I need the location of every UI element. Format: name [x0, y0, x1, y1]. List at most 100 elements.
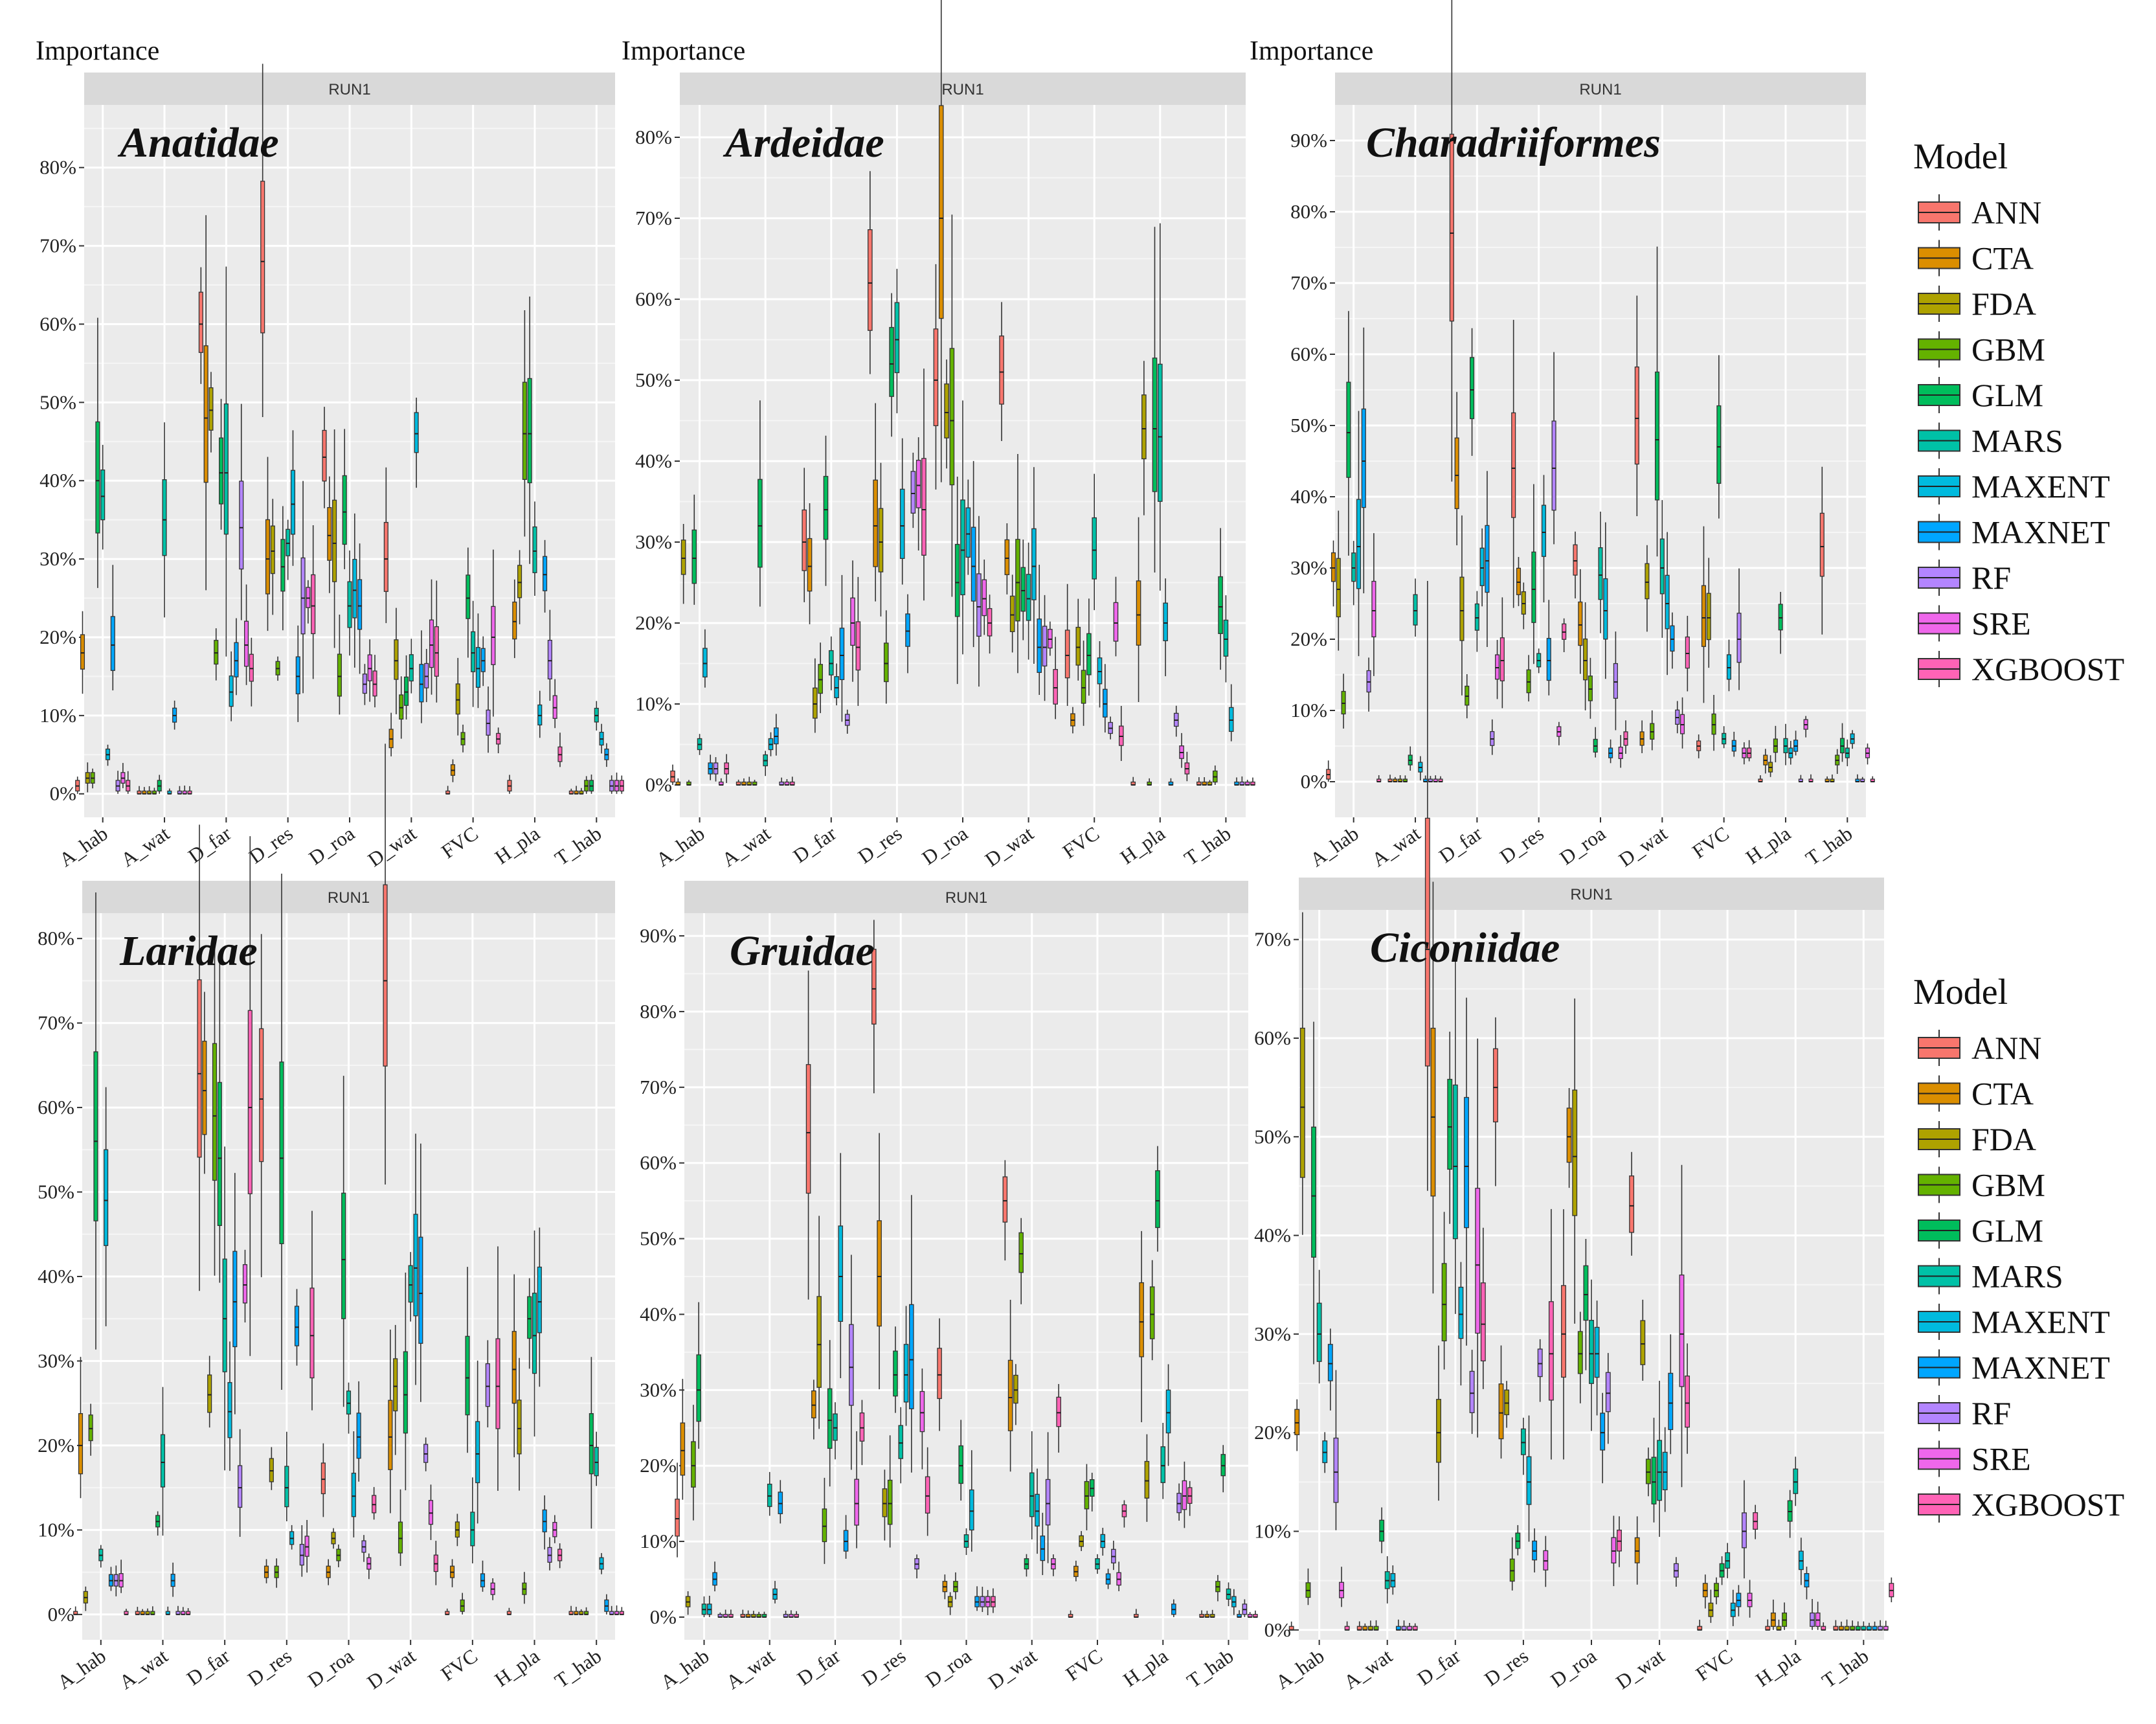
box-cta	[675, 778, 681, 786]
box-gbm	[1018, 1218, 1024, 1304]
box-sre	[1371, 533, 1376, 676]
box-mars	[347, 550, 352, 656]
box-xgboost	[124, 1609, 129, 1615]
y-tick-label: 10%	[1290, 699, 1327, 721]
box-fda	[1144, 1434, 1150, 1522]
box-body	[471, 631, 476, 672]
box-cta	[264, 1559, 269, 1583]
y-tick-label: 10%	[640, 1530, 677, 1552]
box-ann	[802, 468, 807, 602]
panel-title: Anatidae	[117, 119, 279, 166]
box-maxnet	[1546, 600, 1551, 696]
box-glm	[403, 1273, 408, 1491]
box-body	[910, 471, 916, 514]
box-maxent	[229, 651, 234, 721]
box-body	[1015, 539, 1020, 622]
box-maxnet	[170, 1562, 175, 1597]
box-xgboost	[859, 1400, 865, 1466]
box-body	[1144, 1460, 1150, 1499]
box-sre	[1433, 775, 1438, 782]
y-tick-label: 90%	[640, 924, 677, 947]
box-body	[1075, 626, 1081, 666]
box-maxent	[537, 1227, 542, 1387]
box-body	[212, 1043, 218, 1181]
box-cta	[140, 1609, 145, 1615]
x-tick-label: D_roa	[304, 1644, 358, 1692]
box-ann	[1356, 1621, 1362, 1631]
box-body	[833, 1413, 838, 1441]
box-mars	[1223, 595, 1229, 683]
box-mars	[162, 422, 167, 618]
box-maxent	[768, 732, 774, 756]
box-cta	[1136, 517, 1141, 702]
box-ann	[1765, 1619, 1771, 1631]
box-body	[1475, 1188, 1481, 1334]
box-xgboost	[1121, 1500, 1127, 1528]
box-ann	[1449, 0, 1454, 482]
box-body	[207, 1374, 212, 1413]
box-body	[1670, 625, 1675, 652]
box-body	[1668, 1372, 1674, 1431]
box-cta	[511, 1274, 517, 1458]
box-maxent	[1788, 741, 1793, 765]
box-rf	[609, 775, 614, 794]
box-maxnet	[542, 1495, 547, 1550]
box-gbm	[953, 1572, 958, 1600]
box-fda	[517, 550, 522, 624]
y-tick-label: 90%	[1290, 129, 1327, 152]
box-body	[413, 1214, 418, 1317]
box-maxent	[167, 788, 172, 795]
x-tick-label: A_hab	[55, 822, 112, 871]
x-tick-label: A_hab	[652, 822, 709, 871]
y-tick-label: 20%	[1254, 1421, 1291, 1444]
box-mars	[346, 1382, 352, 1434]
panel-title: Gruidae	[730, 927, 875, 975]
box-fda	[208, 372, 214, 453]
legend-label: GLM	[1971, 1212, 2043, 1249]
box-mars	[1160, 1423, 1166, 1499]
legend-label: GBM	[1971, 1167, 2045, 1203]
box-cta	[327, 476, 332, 593]
panel-title: Charadriiformes	[1366, 119, 1661, 166]
box-mars	[284, 1431, 289, 1522]
box-body	[675, 1499, 680, 1537]
box-body	[495, 1338, 500, 1429]
box-body	[1605, 1372, 1611, 1412]
box-body	[1149, 1286, 1155, 1339]
box-gbm	[1373, 1620, 1379, 1631]
box-glm	[1855, 1621, 1861, 1631]
legend-label: GBM	[1971, 332, 2045, 368]
box-body	[93, 1051, 98, 1221]
box-body	[1521, 591, 1526, 615]
box-fda	[147, 786, 152, 795]
x-tick-label: D_roa	[917, 822, 972, 869]
box-maxnet	[1872, 1621, 1878, 1631]
legend-item-ann: ANN	[1918, 194, 2041, 231]
box-body	[1598, 547, 1603, 600]
box-fda	[1504, 1381, 1510, 1428]
box-body	[1430, 1027, 1436, 1197]
box-maxent	[599, 723, 604, 754]
box-body	[424, 663, 429, 688]
box-body	[839, 628, 845, 681]
box-mars	[223, 266, 229, 657]
box-mars	[594, 1431, 599, 1486]
box-mars	[697, 734, 702, 755]
box-body	[1588, 675, 1593, 701]
box-xgboost	[1253, 1610, 1258, 1618]
box-ann	[805, 970, 811, 1300]
box-body	[1020, 567, 1026, 612]
box-rf	[485, 1340, 490, 1428]
x-tick-label: A_wat	[1340, 1644, 1397, 1694]
box-gbm	[1305, 1568, 1311, 1605]
box-cta	[1331, 540, 1336, 607]
box-sre	[1618, 734, 1623, 768]
x-tick-label: T_hab	[1817, 1644, 1872, 1692]
x-tick-label: D_wat	[981, 822, 1038, 871]
box-cta	[202, 992, 207, 1174]
box-ann	[937, 1318, 942, 1431]
box-glm	[1593, 727, 1598, 758]
box-body	[1485, 525, 1490, 593]
